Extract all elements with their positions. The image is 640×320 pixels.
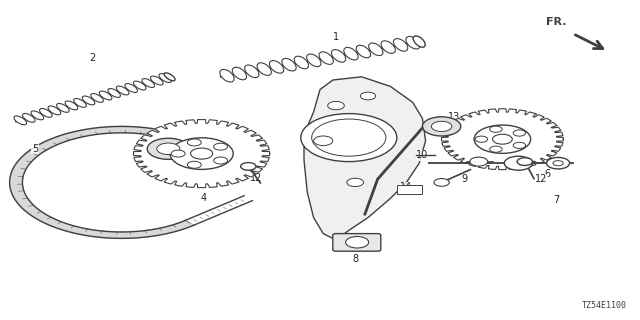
Circle shape [191,148,212,159]
Polygon shape [304,77,426,240]
Ellipse shape [108,89,120,97]
Ellipse shape [269,60,284,73]
Ellipse shape [116,86,129,95]
Text: 12: 12 [534,174,547,184]
Text: 14: 14 [400,182,413,192]
Ellipse shape [381,41,396,53]
Circle shape [346,236,369,248]
Circle shape [171,150,185,157]
Ellipse shape [294,56,308,69]
Circle shape [513,142,525,148]
Ellipse shape [332,50,346,62]
Circle shape [517,158,532,165]
Ellipse shape [406,36,420,49]
Ellipse shape [48,106,61,115]
Circle shape [301,114,397,162]
Ellipse shape [232,67,246,80]
Text: TZ54E1100: TZ54E1100 [582,301,627,310]
Ellipse shape [150,76,163,85]
Ellipse shape [307,54,321,67]
Ellipse shape [22,114,35,122]
Circle shape [347,178,364,187]
Circle shape [490,146,502,152]
Text: 12: 12 [250,172,262,183]
Circle shape [490,126,502,132]
Circle shape [434,179,449,186]
Circle shape [513,130,525,136]
Ellipse shape [257,63,271,76]
Ellipse shape [133,81,146,90]
Circle shape [474,125,531,153]
Text: 13: 13 [448,112,461,122]
Ellipse shape [99,91,112,100]
Circle shape [493,134,512,144]
Text: FR.: FR. [546,17,566,27]
Text: 11: 11 [467,156,480,167]
Ellipse shape [220,69,234,82]
Text: 7: 7 [554,195,560,205]
Ellipse shape [319,52,333,64]
Ellipse shape [82,96,95,105]
Ellipse shape [14,116,27,125]
Ellipse shape [74,99,86,107]
Text: 10: 10 [416,150,429,160]
Text: 13: 13 [168,169,180,180]
Text: 8: 8 [352,254,358,264]
Ellipse shape [31,111,44,120]
Circle shape [422,117,461,136]
Circle shape [157,143,180,155]
Text: 9: 9 [461,174,467,184]
Ellipse shape [164,73,175,81]
Ellipse shape [344,47,358,60]
Circle shape [431,121,452,132]
Ellipse shape [282,59,296,71]
Circle shape [475,136,488,142]
Text: 2: 2 [90,52,96,63]
Circle shape [241,163,256,170]
Circle shape [470,157,488,166]
Circle shape [360,92,376,100]
Ellipse shape [65,101,78,110]
Circle shape [504,156,532,170]
Text: 5: 5 [32,144,38,154]
Circle shape [214,143,228,150]
Polygon shape [10,126,227,238]
Ellipse shape [356,45,371,58]
Circle shape [314,136,333,146]
FancyBboxPatch shape [333,234,381,251]
Ellipse shape [244,65,259,77]
Ellipse shape [40,108,52,117]
Text: 6: 6 [544,169,550,180]
Ellipse shape [91,93,104,102]
Ellipse shape [413,36,425,47]
Ellipse shape [369,43,383,56]
Bar [397,185,422,194]
Text: 3: 3 [531,113,538,124]
Polygon shape [134,120,269,188]
Polygon shape [442,109,563,170]
Circle shape [188,161,202,168]
Circle shape [170,138,233,169]
Text: 1: 1 [333,32,339,42]
Ellipse shape [125,84,138,92]
Ellipse shape [159,74,172,83]
Ellipse shape [142,79,155,87]
Circle shape [328,101,344,110]
Circle shape [147,138,189,159]
Circle shape [188,139,202,146]
Circle shape [214,157,228,164]
Text: 4: 4 [200,193,207,204]
Ellipse shape [394,39,408,51]
Circle shape [547,157,570,169]
Ellipse shape [56,103,69,112]
